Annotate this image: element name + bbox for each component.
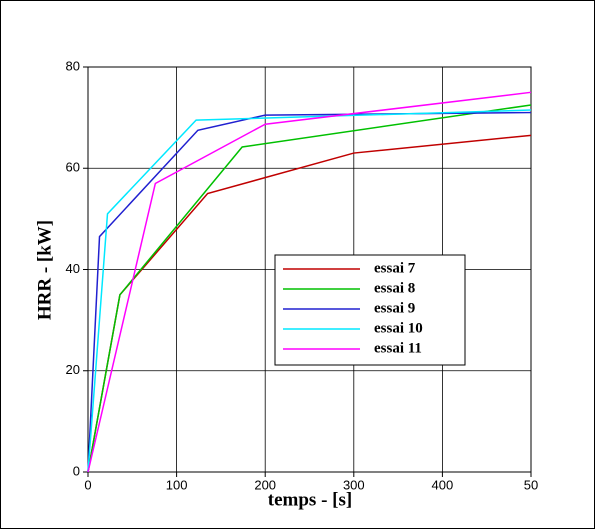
y-tick-label: 20 (66, 362, 80, 377)
series-line (87, 91, 532, 473)
y-tick-label: 0 (73, 463, 80, 478)
legend-label: essai 9 (374, 300, 415, 316)
legend-label: essai 7 (374, 260, 416, 276)
y-tick-label: 80 (66, 58, 80, 73)
series-line (87, 109, 532, 473)
x-tick-label: 400 (432, 477, 454, 492)
x-axis-label: temps - [s] (268, 489, 352, 510)
legend-label: essai 8 (374, 280, 415, 296)
x-tick-label: 50 (524, 477, 538, 492)
x-tick-label: 200 (254, 477, 276, 492)
x-tick-label: 100 (166, 477, 188, 492)
legend-box (274, 254, 466, 366)
legend-label: essai 10 (374, 320, 423, 336)
series-line (87, 104, 532, 473)
x-tick-label: 0 (84, 477, 91, 492)
y-axis-label: HRR - [kW] (34, 220, 55, 320)
legend-label: essai 11 (374, 340, 422, 356)
y-tick-label: 40 (66, 261, 80, 276)
x-tick-label: 300 (343, 477, 365, 492)
y-tick-label: 60 (66, 160, 80, 175)
